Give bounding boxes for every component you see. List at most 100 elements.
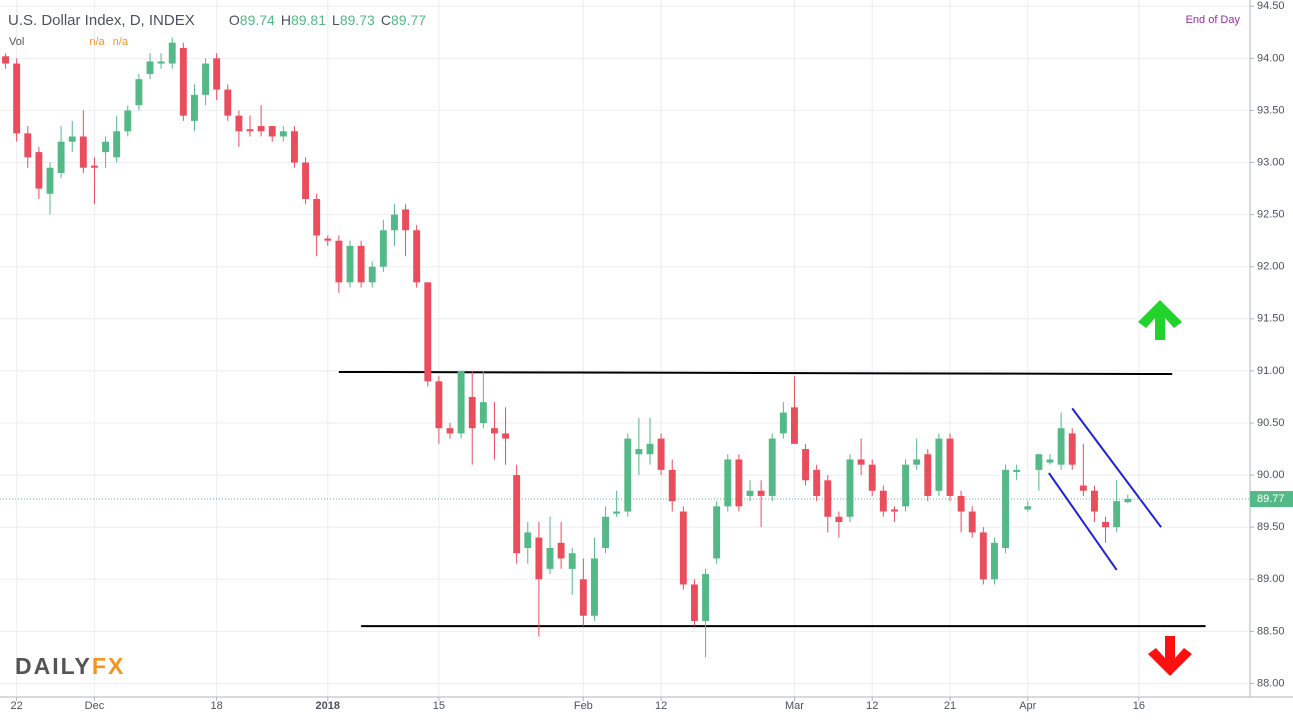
candle-body	[357, 245, 365, 283]
candle-body	[913, 459, 921, 465]
header-value: 89.81	[291, 12, 326, 28]
candle-body	[668, 469, 676, 502]
candle-body	[1024, 506, 1032, 510]
candle-body	[1046, 459, 1054, 463]
candle-body	[602, 516, 609, 549]
volume-value: n/a	[113, 36, 129, 48]
y-tick-label: 94.50	[1257, 0, 1285, 12]
candle-body	[835, 516, 843, 522]
candle-body	[946, 438, 954, 496]
candle-body	[568, 553, 576, 569]
candle-body	[491, 428, 498, 434]
volume-header: Vol n/a n/a	[9, 36, 129, 48]
up-arrow	[1138, 300, 1182, 340]
candle-body	[102, 141, 109, 153]
chart-title: U.S. Dollar Index, D, INDEX	[8, 12, 195, 29]
candle-body	[2, 56, 9, 64]
candle-body	[335, 240, 343, 283]
candle-body	[579, 579, 587, 616]
candle-body	[524, 532, 532, 549]
candle-body	[1079, 485, 1087, 491]
header-value: 89.74	[240, 12, 275, 28]
candle-body	[1057, 428, 1065, 465]
candle-body	[302, 162, 309, 199]
candle-body	[757, 490, 765, 496]
candle-body	[746, 490, 754, 496]
candle-body	[924, 454, 932, 496]
candle-body	[46, 167, 54, 194]
candle-body	[224, 89, 232, 116]
header-label: L	[332, 12, 340, 28]
candle-body	[846, 459, 854, 517]
candle-body	[157, 61, 165, 64]
logo: DAILYFX	[15, 653, 125, 679]
x-tick-label: 22	[11, 700, 23, 712]
candle-body	[735, 459, 743, 507]
candle-body	[768, 438, 776, 496]
candle-body	[291, 131, 298, 163]
candle-body	[13, 63, 21, 134]
y-tick-label: 93.50	[1257, 104, 1285, 116]
candle-body	[168, 42, 176, 64]
candle-body	[624, 438, 632, 512]
candle-body	[857, 459, 865, 465]
header-value: 89.73	[340, 12, 375, 28]
candle-body	[457, 370, 465, 434]
x-tick-label: 16	[1133, 700, 1145, 712]
candle-body	[702, 574, 709, 621]
x-tick-label: Feb	[574, 700, 593, 712]
arrow	[1138, 300, 1182, 340]
candle-body	[535, 537, 543, 580]
last-price-box	[1250, 491, 1293, 508]
candle-body	[791, 407, 798, 444]
candle-body	[1002, 469, 1009, 549]
candle-body	[1124, 499, 1132, 503]
candle-body	[657, 438, 665, 470]
candle-body	[468, 396, 476, 429]
candle-body	[235, 115, 243, 132]
candle-body	[324, 238, 332, 241]
candle-body	[1068, 433, 1076, 465]
y-tick-label: 92.50	[1257, 209, 1285, 221]
header-label: H	[281, 12, 291, 28]
trendline	[338, 370, 1173, 376]
candle-body	[779, 412, 787, 434]
candle-body	[679, 511, 687, 585]
last-price-label: 89.77	[1257, 493, 1285, 505]
volume-value: n/a	[89, 36, 105, 48]
candle-body	[502, 433, 509, 439]
candle-body	[802, 449, 809, 481]
candle-body	[979, 532, 987, 580]
candle-body	[79, 136, 87, 168]
candle-body	[379, 230, 387, 267]
x-tick-label: 21	[944, 700, 956, 712]
y-tick-label: 89.00	[1257, 573, 1285, 585]
candle-body	[891, 509, 898, 512]
candle-body	[268, 126, 276, 137]
candle-body	[813, 469, 821, 496]
candle-body	[435, 381, 443, 429]
candle-body	[35, 152, 43, 189]
x-tick-label: Mar	[785, 700, 804, 712]
candle-body	[1013, 469, 1021, 472]
logo-part: DAILY	[15, 653, 92, 679]
candle-body	[424, 282, 432, 382]
candle-body	[24, 133, 32, 158]
y-tick-label: 91.50	[1257, 313, 1285, 325]
candle-body	[646, 443, 654, 455]
trendline	[1071, 407, 1162, 528]
candle-body	[135, 79, 143, 106]
candle-body	[724, 459, 732, 507]
y-tick-label: 94.00	[1257, 52, 1285, 64]
header-label: O	[229, 12, 240, 28]
x-tick-label: 12	[866, 700, 878, 712]
chart-header: U.S. Dollar Index, D, INDEX O89.74 H89.81…	[8, 12, 426, 29]
candle-body	[935, 438, 943, 491]
arrow	[1148, 636, 1192, 676]
candle-body	[57, 141, 65, 173]
candle-body	[391, 214, 398, 231]
x-tick-label: 15	[433, 700, 445, 712]
logo-part: FX	[92, 653, 125, 679]
candle-body	[957, 495, 965, 512]
candle-body	[1091, 490, 1098, 512]
